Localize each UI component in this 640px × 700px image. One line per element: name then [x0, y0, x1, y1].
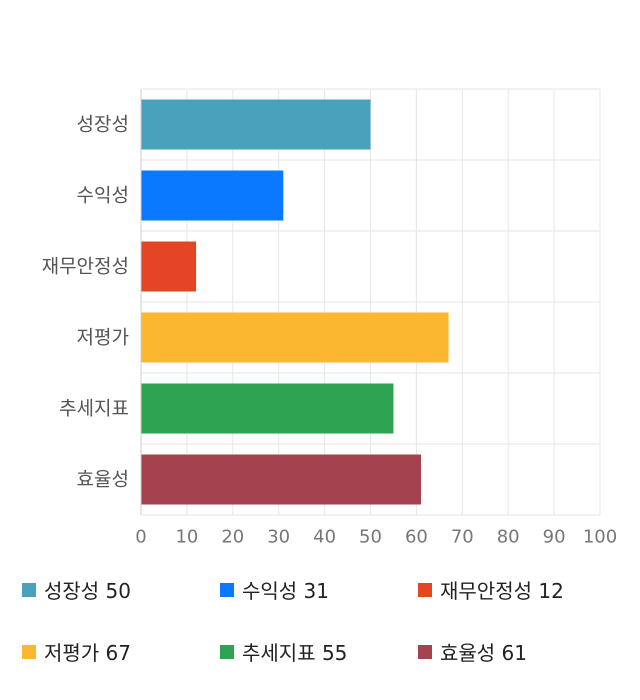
bar: [141, 241, 197, 292]
legend-label: 추세지표 55: [242, 641, 348, 665]
x-tick-label: 80: [497, 527, 520, 548]
x-tick-labels: 0 10 20 30 40 50 60 70 80 90 100: [135, 527, 617, 548]
legend-swatch: [22, 644, 36, 659]
bar: [141, 170, 284, 221]
legend-item-trend: 추세지표 55: [220, 637, 347, 666]
legend-swatch: [418, 582, 432, 597]
category-label: 추세지표: [59, 398, 129, 420]
legend-label: 수익성 31: [242, 579, 330, 603]
legend-swatch: [220, 644, 234, 659]
category-label: 성장성: [77, 114, 129, 136]
bar: [141, 312, 449, 363]
x-tick-label: 100: [583, 527, 617, 548]
category-label: 저평가: [77, 327, 129, 349]
x-tick-label: 60: [405, 527, 428, 548]
bar: [141, 99, 371, 150]
bar: [141, 454, 421, 505]
legend-item-stability: 재무안정성 12: [418, 575, 564, 604]
x-tick-label: 40: [313, 527, 336, 548]
legend-label: 저평가 67: [44, 641, 132, 665]
x-tick-label: 70: [451, 527, 474, 548]
legend-label: 효율성 61: [440, 641, 528, 665]
x-tick-label: 30: [267, 527, 290, 548]
category-label: 재무안정성: [42, 256, 129, 278]
legend-item-growth: 성장성 50: [22, 575, 131, 604]
chart-grid: [140, 88, 601, 516]
x-tick-label: 0: [135, 527, 146, 548]
legend-item-undervalued: 저평가 67: [22, 637, 131, 666]
x-tick-label: 50: [359, 527, 382, 548]
chart-bars: [141, 99, 449, 505]
category-label: 효율성: [77, 469, 129, 491]
legend-swatch: [418, 644, 432, 659]
x-tick-label: 90: [543, 527, 566, 548]
legend-item-efficiency: 효율성 61: [418, 637, 527, 666]
x-tick-label: 10: [175, 527, 198, 548]
legend-item-profitability: 수익성 31: [220, 575, 329, 604]
legend-swatch: [22, 582, 36, 597]
x-tick-label: 20: [221, 527, 244, 548]
legend-swatch: [220, 582, 234, 597]
category-label: 수익성: [77, 185, 129, 207]
bar: [141, 383, 394, 434]
legend-label: 재무안정성 12: [440, 579, 564, 603]
legend-label: 성장성 50: [44, 579, 132, 603]
